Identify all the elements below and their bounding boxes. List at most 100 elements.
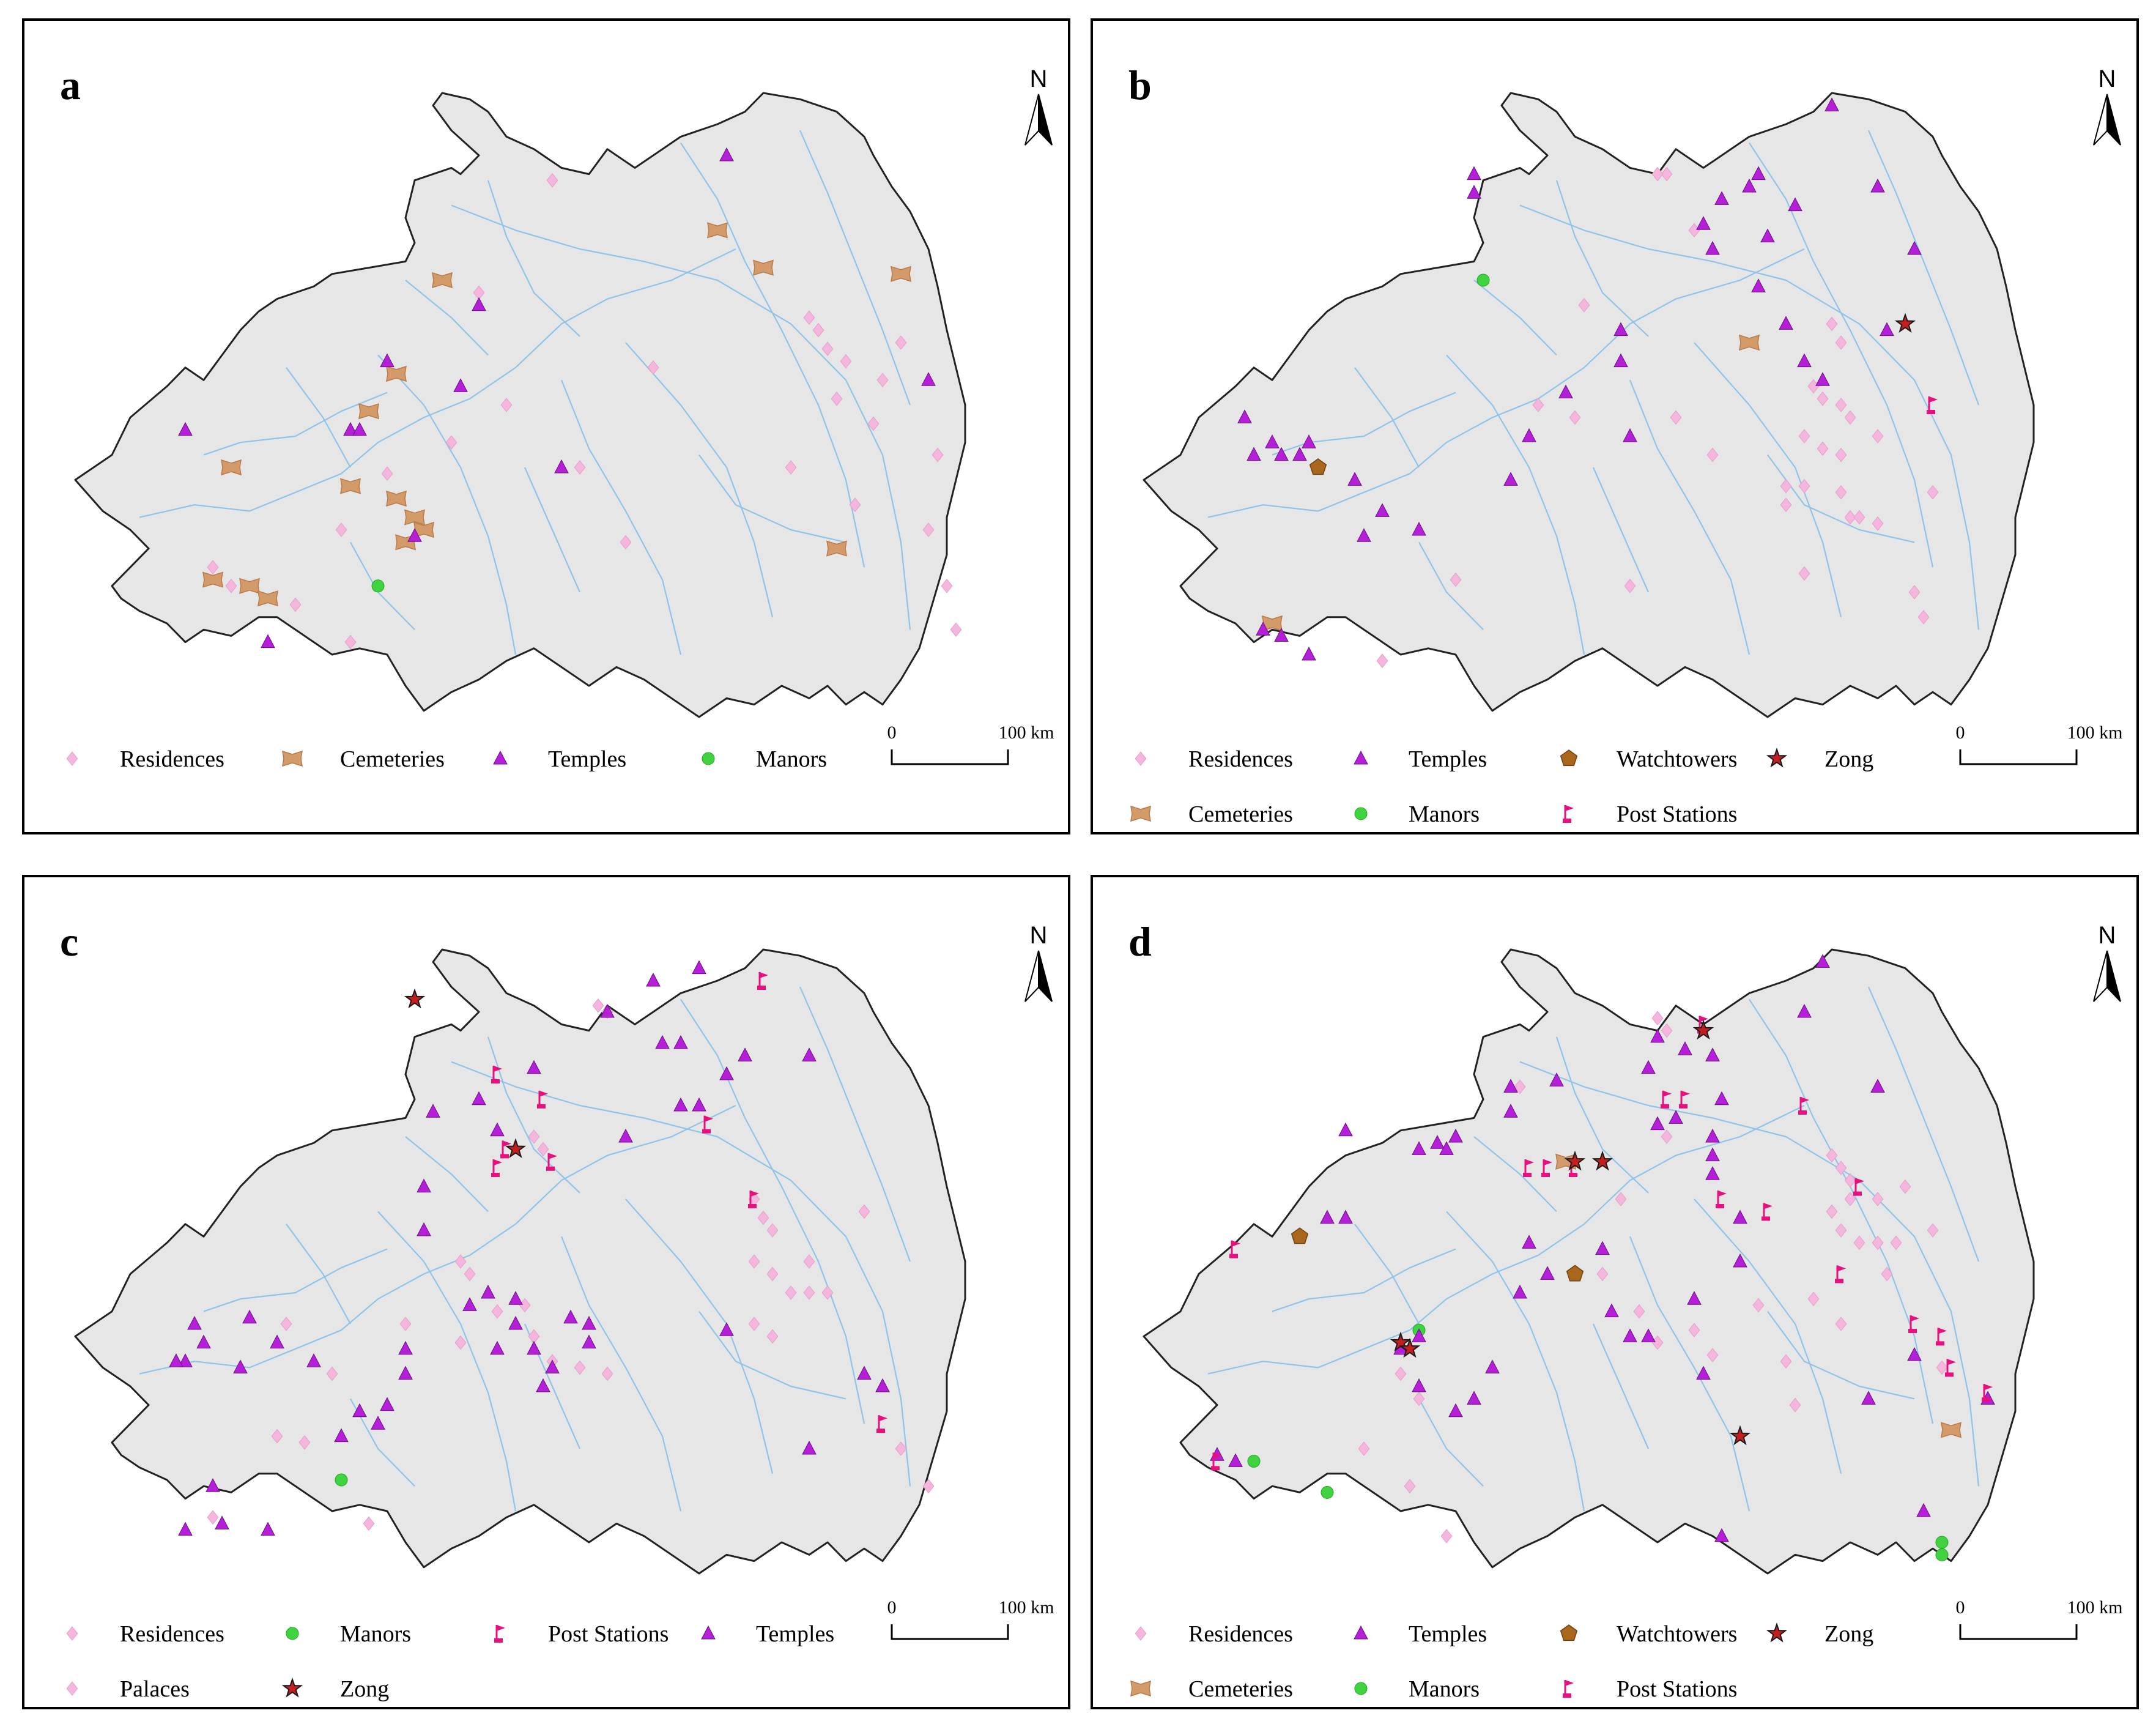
temple-marker (1302, 646, 1316, 661)
residence-marker (895, 1441, 907, 1456)
residence-marker (601, 1366, 613, 1381)
post_station-marker (757, 972, 768, 990)
temple-marker (426, 1104, 440, 1118)
legend-label: Manors (756, 746, 827, 772)
zong-marker (1564, 1150, 1586, 1171)
region-boundary (1143, 92, 2035, 718)
residence-marker (280, 1317, 292, 1331)
temple-marker (1558, 384, 1573, 399)
post_station-marker (876, 1415, 887, 1433)
residence-marker (1872, 1235, 1884, 1250)
residence-marker (1450, 572, 1462, 587)
post_station-marker (702, 1115, 713, 1134)
residence-marker (1404, 1479, 1416, 1494)
panel-label: c (60, 918, 78, 965)
river (1446, 354, 1585, 655)
residence-marker (922, 1479, 935, 1494)
bowtie-rectangle-icon (282, 750, 303, 767)
river (698, 1310, 846, 1400)
temple-marker (1907, 240, 1922, 255)
cemetery-marker (1739, 334, 1760, 351)
residence-marker (1624, 578, 1636, 593)
temple-marker (1641, 1060, 1656, 1074)
manor-sites (371, 579, 385, 593)
river (799, 130, 911, 406)
temple-marker (215, 1515, 229, 1529)
cemetery-sites (1262, 334, 1760, 632)
residence-marker (1615, 1192, 1627, 1206)
legend-label: Manors (1409, 1676, 1480, 1702)
residence-marker (1853, 1235, 1865, 1250)
residence-marker (271, 1429, 283, 1444)
scale-bar: 0 100 km (887, 1597, 1054, 1640)
temple-marker (472, 297, 486, 311)
legend-item-cemetery: Cemeteries (1130, 801, 1293, 827)
residence-marker (1899, 1179, 1911, 1194)
temple-marker (1237, 409, 1252, 423)
post_station-marker (1211, 1452, 1222, 1471)
temple-marker (1641, 1328, 1656, 1342)
river (1354, 1224, 1420, 1325)
temple-marker (1338, 1122, 1353, 1137)
post_station-marker (491, 1159, 502, 1177)
residence-marker (1835, 1161, 1847, 1175)
zong-sites (1390, 1019, 1751, 1446)
temple-marker (334, 1428, 349, 1443)
temple-marker (673, 1097, 688, 1112)
post_station-marker (1835, 1265, 1846, 1284)
temple-marker (407, 528, 422, 542)
temple-marker (481, 1284, 495, 1299)
temple-marker (1485, 1359, 1500, 1373)
cemetery-marker (707, 222, 728, 239)
temple-marker (1430, 1135, 1445, 1149)
temple-marker (1705, 1047, 1720, 1061)
residence-marker (1872, 429, 1884, 444)
bowtie-rectangle-icon (1130, 805, 1151, 822)
residence-marker (1835, 335, 1847, 350)
temple-sites (169, 960, 890, 1536)
manor-marker (1476, 273, 1490, 287)
cemetery-marker (1941, 1422, 1962, 1438)
residence-marker (803, 1254, 815, 1269)
post_station-marker (1716, 1191, 1727, 1208)
temple-marker (1228, 1453, 1243, 1467)
temple-marker (1256, 622, 1270, 636)
legend-label: Watchtowers (1617, 746, 1737, 772)
zong-sites (1894, 313, 1916, 333)
post_station-marker (491, 1066, 502, 1083)
residence-marker (574, 460, 586, 475)
temple-marker (1824, 97, 1839, 111)
legend-label: Cemeteries (1188, 801, 1293, 827)
triangle-icon (1354, 1625, 1368, 1640)
manor-marker (1935, 1548, 1949, 1561)
temple-marker (352, 1403, 367, 1418)
temple-marker (921, 372, 936, 386)
residence-sites (1376, 166, 1939, 669)
legend-label: Post Stations (1617, 1676, 1737, 1702)
manor-sites (335, 1473, 348, 1487)
residence-marker (867, 416, 880, 431)
legend: Residences Cemeteries Temples Manors (66, 746, 827, 772)
diamond-icon (1135, 1626, 1147, 1641)
temple-marker (472, 1091, 486, 1105)
residence-marker (289, 597, 302, 612)
residence-marker (1670, 410, 1682, 425)
scale-bar: 0 100 km (1956, 723, 2122, 765)
residence-marker (1532, 398, 1544, 412)
temple-marker (1522, 428, 1536, 442)
residence-marker (941, 578, 953, 593)
residence-marker (812, 322, 824, 338)
residence-marker (803, 1285, 815, 1300)
north-label: N (1030, 65, 1048, 92)
temple-marker (1751, 278, 1766, 292)
temple-marker (1714, 1091, 1729, 1105)
river (560, 379, 682, 655)
temple-marker (1439, 1141, 1454, 1155)
north-label: N (2099, 65, 2116, 92)
river (1272, 1248, 1456, 1312)
residence-marker (491, 1304, 503, 1319)
manor-sites (1476, 273, 1490, 287)
river (1418, 541, 1484, 630)
temple-marker (1678, 1041, 1692, 1055)
residence-marker (1633, 1304, 1645, 1319)
